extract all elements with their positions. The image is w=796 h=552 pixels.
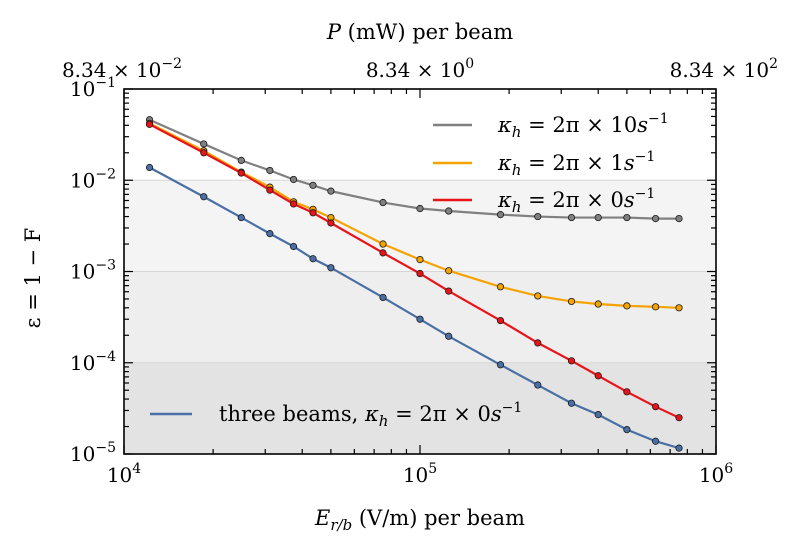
y-tick-label: 10−1	[70, 75, 116, 101]
data-point	[445, 207, 453, 215]
series-2	[145, 120, 683, 422]
data-point	[309, 255, 317, 263]
data-point	[675, 304, 683, 312]
data-point	[445, 267, 453, 275]
data-point	[496, 211, 505, 219]
legend-entry-2: κh = 2π × 0s−1	[497, 186, 655, 216]
top-tick-label: 8.34 × 100	[366, 56, 474, 82]
data-point	[496, 316, 505, 325]
data-point	[200, 140, 208, 148]
data-point	[200, 193, 208, 201]
data-point	[675, 414, 683, 422]
y-tick-label: 10−4	[70, 349, 116, 375]
y-tick-label: 10−3	[70, 258, 116, 284]
data-point	[379, 293, 387, 302]
data-point	[594, 411, 602, 419]
data-point	[567, 213, 576, 222]
data-point	[379, 249, 387, 257]
data-point	[623, 302, 631, 310]
series-3	[145, 163, 683, 452]
legend-upper: κh = 2π × 10s−1 κh = 2π × 1s−1 κh = 2π × 0…	[433, 111, 669, 216]
data-point	[289, 200, 298, 208]
data-point	[379, 240, 387, 248]
data-point	[623, 426, 631, 434]
x-axis-label: Er/b (V/m) per beam	[314, 506, 525, 534]
data-point	[327, 219, 335, 227]
data-point	[289, 175, 298, 184]
data-point	[145, 163, 154, 172]
data-point	[651, 303, 660, 311]
legend-entry-3: three beams, κh = 2π × 0s−1	[219, 400, 522, 430]
data-point	[567, 399, 576, 407]
y-tick-label: 10−5	[70, 440, 116, 466]
series-0	[145, 116, 683, 223]
data-point	[445, 287, 453, 295]
data-point	[623, 213, 631, 222]
data-point	[237, 169, 245, 177]
data-point	[237, 213, 245, 222]
x-tick-label: 105	[403, 461, 437, 487]
data-point	[416, 256, 424, 264]
y-tick-label: 10−2	[70, 166, 116, 192]
data-point	[534, 381, 542, 389]
data-point	[445, 332, 453, 340]
x-tick-label: 106	[699, 461, 733, 487]
data-point	[534, 292, 542, 300]
legend-entry-1: κh = 2π × 1s−1	[497, 149, 655, 179]
data-point	[567, 297, 576, 306]
legend-entry-0: κh = 2π × 10s−1	[497, 111, 669, 141]
y-axis-label: ε = 1 − F	[21, 228, 45, 329]
legend-lower: three beams, κh = 2π × 0s−1	[150, 400, 522, 430]
data-point	[594, 372, 602, 380]
data-point	[266, 186, 274, 194]
data-point	[534, 212, 542, 221]
data-point	[416, 315, 424, 323]
data-point	[594, 300, 602, 308]
data-point	[200, 149, 208, 157]
data-point	[496, 361, 505, 369]
top-tick-label: 8.34 × 10−2	[62, 56, 182, 82]
data-point	[567, 357, 576, 365]
data-point	[416, 269, 424, 278]
data-point	[534, 339, 542, 347]
data-point	[675, 214, 683, 223]
x-tick-label: 104	[107, 461, 141, 487]
data-point	[309, 181, 317, 189]
ticks	[123, 88, 717, 455]
top-tick-label: 8.34 × 102	[670, 56, 778, 82]
data-point	[289, 242, 298, 251]
data-point	[675, 444, 683, 452]
shaded-band-0	[124, 362, 716, 454]
data-point	[309, 209, 317, 217]
data-point	[266, 230, 274, 238]
data-point	[327, 264, 335, 272]
data-point	[379, 198, 387, 207]
data-point	[651, 437, 660, 445]
data-point	[496, 283, 505, 291]
data-point	[237, 156, 245, 165]
data-point	[416, 204, 424, 213]
data-point	[651, 214, 660, 223]
tick-labels: 104 105 106 10−5 10−4 10−3 10−2 10−18.34 × 10−2…	[62, 56, 778, 487]
shaded-bands	[124, 180, 716, 454]
data-point	[623, 388, 631, 396]
data-point	[327, 187, 335, 195]
data-point	[594, 213, 602, 222]
data-point	[651, 403, 660, 411]
top-axis-label: P (mW) per beam	[326, 20, 513, 44]
data-point	[266, 166, 274, 175]
series-group	[145, 116, 683, 452]
data-point	[145, 120, 154, 128]
